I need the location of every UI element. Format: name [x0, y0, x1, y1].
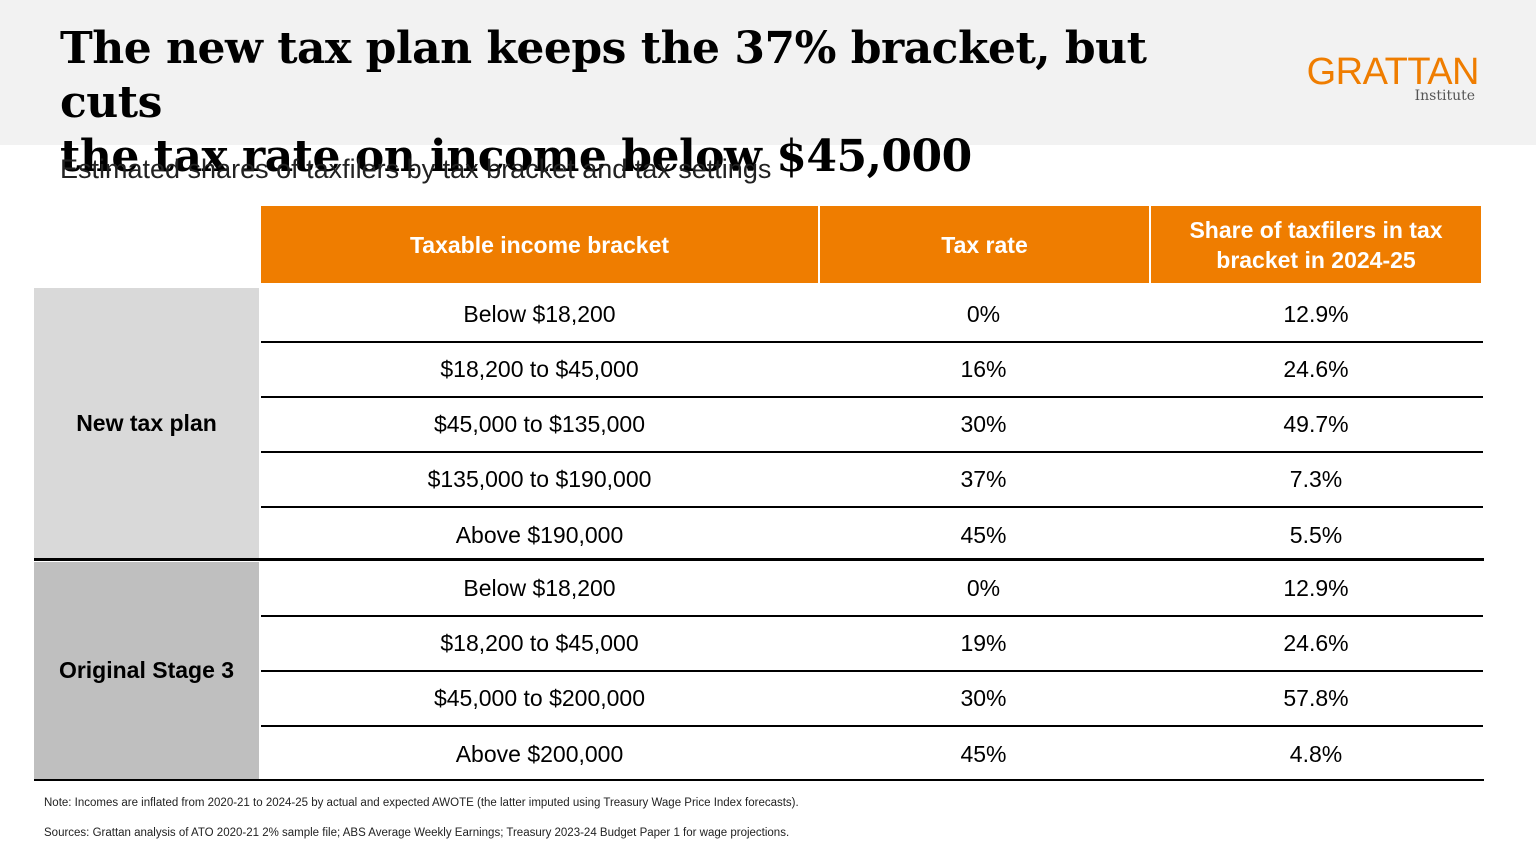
grattan-logo: GRATTAN Institute: [1294, 51, 1480, 108]
cell-rate: 16%: [960, 356, 1007, 382]
table-row: Above $190,000 45% 5.5%: [261, 508, 1483, 563]
cell-share: 24.6%: [1283, 630, 1349, 656]
table-row: $18,200 to $45,000 19% 24.6%: [261, 617, 1483, 672]
cell-share: 57.8%: [1283, 685, 1349, 711]
table-row: $135,000 to $190,000 37% 7.3%: [261, 453, 1483, 508]
cell-share: 7.3%: [1289, 466, 1343, 492]
logo-subtext: Institute: [1414, 88, 1475, 104]
group-label-new-tax-plan: New tax plan: [34, 288, 259, 559]
sources-note: Sources: Grattan analysis of ATO 2020-21…: [44, 827, 790, 839]
page-title: The new tax plan keeps the 37% bracket, …: [60, 22, 1240, 184]
footnote: Note: Incomes are inflated from 2020-21 …: [44, 797, 799, 809]
original-stage-3-rows: Below $18,200 0% 12.9% $18,200 to $45,00…: [261, 562, 1483, 782]
cell-share: 12.9%: [1283, 575, 1349, 601]
cell-rate: 45%: [960, 522, 1007, 548]
cell-bracket: $18,200 to $45,000: [440, 630, 639, 656]
cell-share: 49.7%: [1283, 411, 1349, 437]
table-row: Above $200,000 45% 4.8%: [261, 727, 1483, 782]
column-header-bracket: Taxable income bracket: [261, 206, 818, 283]
table-bottom-rule: [34, 779, 1484, 781]
table-subtitle: Estimated shares of taxfilers by tax bra…: [60, 154, 772, 184]
cell-bracket: Below $18,200: [463, 575, 616, 601]
cell-bracket: $45,000 to $135,000: [433, 411, 646, 437]
title-line-2: the tax rate on income below $45,000: [60, 131, 972, 182]
table-row: $18,200 to $45,000 16% 24.6%: [261, 343, 1483, 398]
cell-share: 12.9%: [1283, 301, 1349, 327]
title-line-1: The new tax plan keeps the 37% bracket, …: [60, 23, 1147, 128]
cell-rate: 37%: [960, 466, 1007, 492]
cell-bracket: $135,000 to $190,000: [427, 466, 652, 492]
cell-bracket: $45,000 to $200,000: [433, 685, 646, 711]
cell-rate: 0%: [966, 575, 1001, 601]
cell-rate: 45%: [960, 741, 1007, 767]
table-row: Below $18,200 0% 12.9%: [261, 288, 1483, 343]
column-header-share: Share of taxfilers in tax bracket in 202…: [1151, 206, 1481, 283]
group-label-original-stage-3: Original Stage 3: [34, 562, 259, 779]
table-header: Taxable income bracket Tax rate Share of…: [261, 206, 1481, 283]
cell-rate: 30%: [960, 685, 1007, 711]
section-divider: [34, 558, 1484, 561]
logo-wordmark: GRATTAN: [1306, 51, 1480, 93]
cell-share: 24.6%: [1283, 356, 1349, 382]
cell-bracket: Above $200,000: [455, 741, 624, 767]
cell-share: 5.5%: [1289, 522, 1343, 548]
table-row: $45,000 to $200,000 30% 57.8%: [261, 672, 1483, 727]
cell-bracket: $18,200 to $45,000: [440, 356, 639, 382]
new-tax-plan-rows: Below $18,200 0% 12.9% $18,200 to $45,00…: [261, 288, 1483, 563]
cell-share: 4.8%: [1289, 741, 1343, 767]
cell-rate: 19%: [960, 630, 1007, 656]
cell-bracket: Above $190,000: [455, 522, 624, 548]
cell-bracket: Below $18,200: [463, 301, 616, 327]
column-header-rate: Tax rate: [820, 206, 1149, 283]
table-row: $45,000 to $135,000 30% 49.7%: [261, 398, 1483, 453]
table-row: Below $18,200 0% 12.9%: [261, 562, 1483, 617]
cell-rate: 30%: [960, 411, 1007, 437]
header-band: The new tax plan keeps the 37% bracket, …: [0, 0, 1536, 182]
cell-rate: 0%: [966, 301, 1001, 327]
